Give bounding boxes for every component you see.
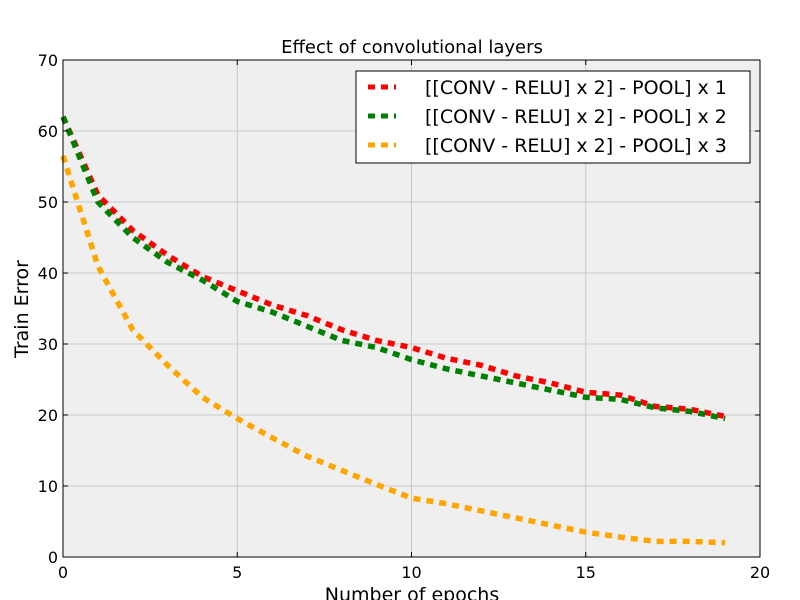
y-tick-label: 20 (38, 406, 58, 425)
x-tick-label: 10 (401, 563, 421, 582)
y-tick-label: 60 (38, 122, 58, 141)
series-line-2 (60, 115, 726, 422)
x-tick-label: 0 (58, 563, 68, 582)
x-tick-label: 15 (576, 563, 596, 582)
y-tick-label: 50 (38, 193, 58, 212)
chart-title: Effect of convolutional layers (281, 37, 543, 58)
series-line-3 (60, 155, 726, 546)
series-lines (60, 115, 726, 546)
x-tick-label: 20 (750, 563, 770, 582)
series-line-1 (60, 115, 726, 420)
y-tick-label: 0 (48, 548, 58, 567)
x-axis-ticks: 0 5 10 15 20 (58, 60, 770, 582)
y-tick-label: 40 (38, 264, 58, 283)
y-tick-label: 30 (38, 335, 58, 354)
legend-box (355, 70, 751, 164)
legend-label-series-2: [[CONV - RELU] x 2] - POOL] x 2 (425, 106, 727, 128)
y-tick-label: 70 (38, 51, 58, 70)
legend-label-series-1: [[CONV - RELU] x 2] - POOL] x 1 (425, 77, 727, 99)
x-tick-label: 5 (232, 563, 242, 582)
y-axis-ticks: 0 10 20 30 40 50 60 70 (38, 51, 760, 567)
x-axis-label: Number of epochs (325, 584, 499, 600)
legend: [[CONV - RELU] x 2] - POOL] x 1 [[CONV -… (355, 70, 751, 164)
y-tick-label: 10 (38, 477, 58, 496)
y-axis-label: Train Error (11, 260, 33, 359)
legend-label-series-3: [[CONV - RELU] x 2] - POOL] x 3 (425, 135, 727, 157)
